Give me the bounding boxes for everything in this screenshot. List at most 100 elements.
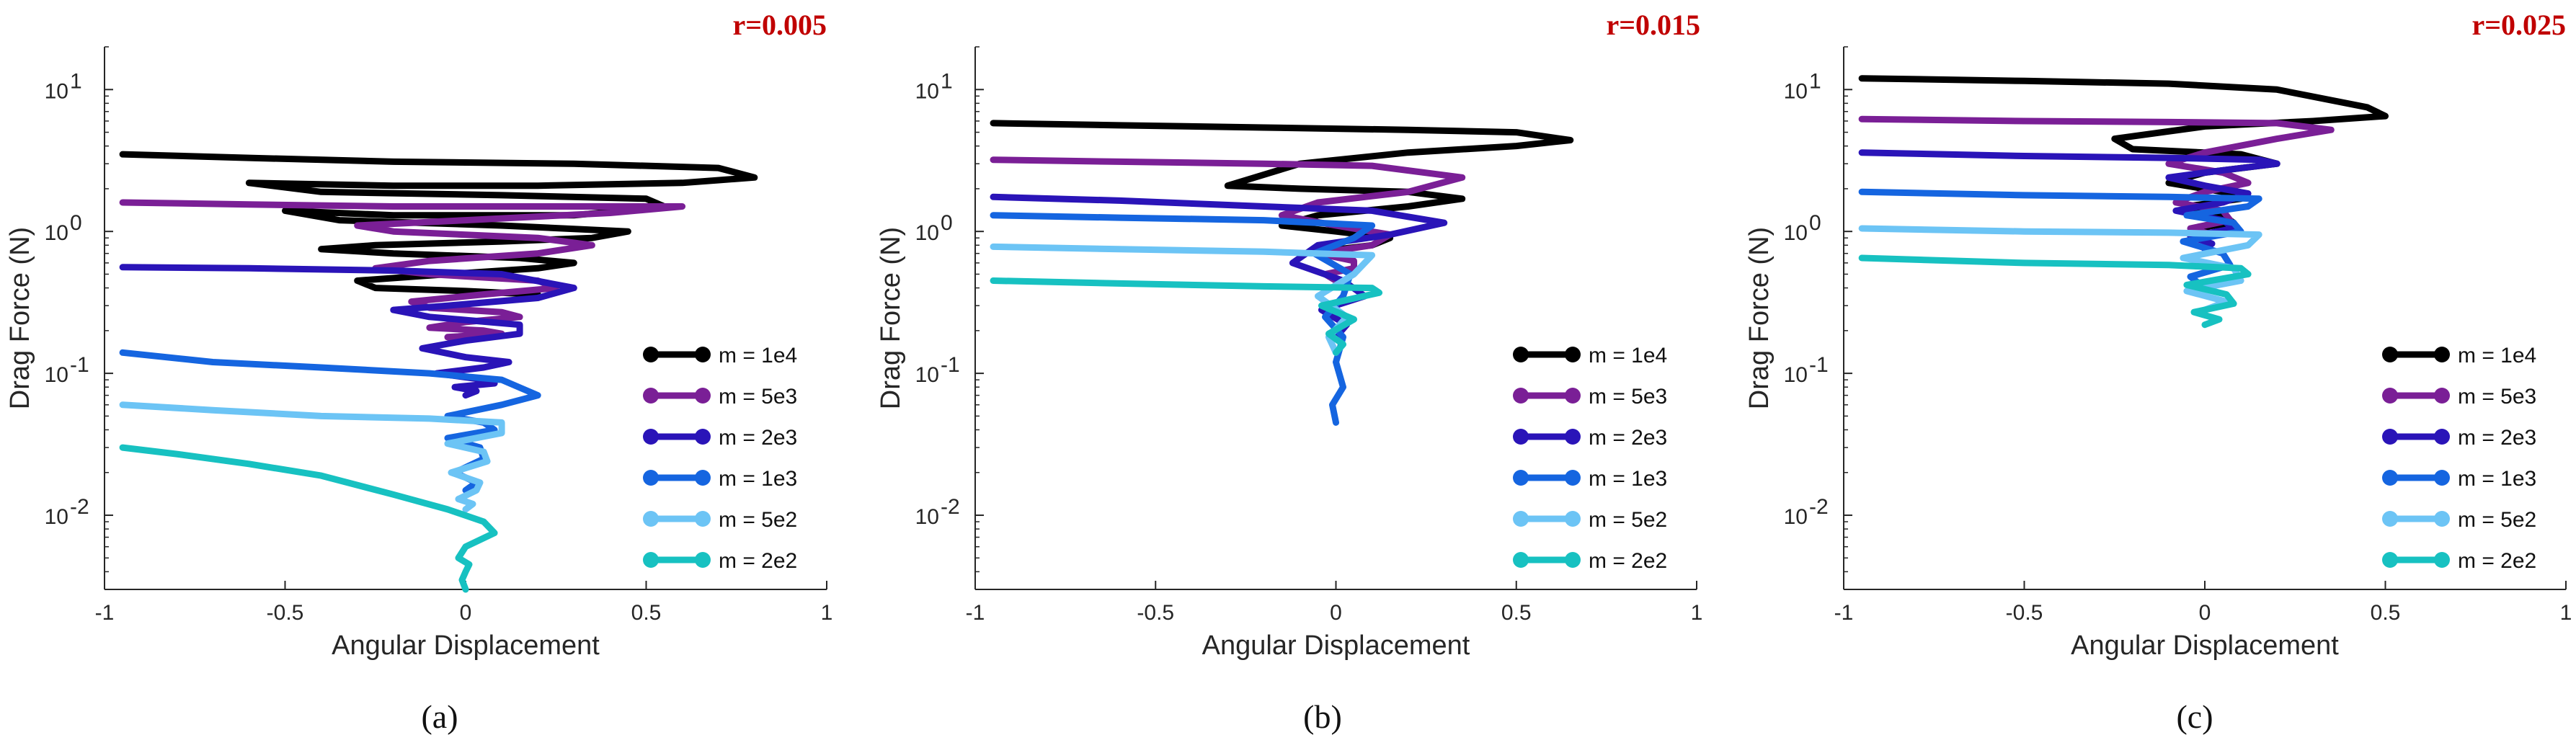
y-tick-label: 10 [1784,79,1808,103]
legend-marker [643,429,659,445]
y-axis-label: Drag Force (N) [5,227,35,409]
legend-marker [2382,511,2398,527]
legend-label: m = 2e3 [719,426,797,450]
legend-marker [1513,511,1529,527]
legend-marker [1513,429,1529,445]
legend-label: m = 1e4 [719,344,797,367]
legend-label: m = 2e2 [2458,549,2536,573]
panel-caption: (a) [421,698,458,735]
legend-label: m = 1e4 [1589,344,1667,367]
x-tick-label: -0.5 [2006,601,2043,625]
legend-marker [2434,552,2450,568]
legend-marker [1513,470,1529,486]
series-line-m-5e2 [990,243,1376,356]
y-tick-exponent: -1 [1809,353,1829,377]
panel-caption: (c) [2176,698,2213,735]
y-tick-label: 10 [45,363,68,387]
legend-marker [2434,511,2450,527]
legend-label: m = 5e3 [2458,385,2536,409]
y-tick-label: 10 [1784,221,1808,245]
legend-marker [2382,388,2398,404]
legend-marker [643,388,659,404]
x-tick-label: 0.5 [631,601,662,625]
legend-label: m = 5e2 [1589,508,1667,532]
x-tick-label: 0 [1330,601,1342,625]
series-line-m-2e3 [990,193,1448,341]
legend-marker [1565,388,1581,404]
legend-marker [1565,347,1581,362]
legend-marker [2382,429,2398,445]
y-tick-exponent: 0 [941,211,953,235]
legend-label: m = 2e2 [1589,549,1667,573]
x-axis-label: Angular Displacement [332,631,600,661]
legend-label: m = 2e3 [2458,426,2536,450]
y-tick-exponent: -1 [941,353,960,377]
y-tick-exponent: 1 [941,69,953,93]
y-tick-exponent: 1 [70,69,82,93]
series-line-m-2e2 [1858,254,2252,329]
legend-marker [1513,388,1529,404]
legend-marker [1565,470,1581,486]
legend-marker [2382,347,2398,362]
legend-marker [695,470,711,486]
legend-marker [1513,552,1529,568]
x-tick-label: 0.5 [1501,601,1532,625]
x-tick-label: -0.5 [1137,601,1174,625]
y-tick-label: 10 [915,363,939,387]
legend-marker [695,429,711,445]
y-tick-exponent: -2 [1809,495,1829,519]
y-tick-label: 10 [1784,363,1808,387]
x-tick-label: 0 [460,601,472,625]
r-value-label: r=0.025 [2471,9,2566,41]
r-value-label: r=0.005 [732,9,827,41]
series-line-m-2e2 [990,277,1383,356]
y-tick-exponent: -2 [941,495,960,519]
series-line-m-1e4 [119,151,758,298]
r-value-label: r=0.015 [1606,9,1700,41]
legend-label: m = 5e3 [1589,385,1667,409]
legend-marker [2382,552,2398,568]
legend-marker [1565,429,1581,445]
legend-marker [695,552,711,568]
x-tick-label: 0 [2199,601,2211,625]
legend-marker [2434,388,2450,404]
legend-label: m = 5e2 [719,508,797,532]
legend-label: m = 5e2 [2458,508,2536,532]
legend-marker [643,347,659,362]
x-tick-label: 0.5 [2371,601,2401,625]
legend-marker [643,470,659,486]
y-tick-label: 10 [915,505,939,529]
legend-marker [643,552,659,568]
y-tick-exponent: 0 [70,211,82,235]
legend-marker [695,388,711,404]
series-line-m-2e2 [119,444,498,593]
legend-marker [695,511,711,527]
legend-marker [1565,552,1581,568]
x-axis-label: Angular Displacement [2071,631,2339,661]
x-tick-label: -1 [1834,601,1854,625]
legend-label: m = 2e3 [1589,426,1667,450]
legend-marker [2434,347,2450,362]
legend-label: m = 2e2 [719,549,797,573]
series-line-m-5e2 [119,401,505,513]
series-line-m-1e4 [990,120,1574,261]
x-tick-label: -1 [95,601,115,625]
x-tick-label: 1 [1691,601,1703,625]
y-axis-label: Drag Force (N) [876,227,906,409]
y-tick-label: 10 [915,221,939,245]
panel-caption: (b) [1303,698,1342,735]
legend-marker [1513,347,1529,362]
y-tick-label: 10 [45,221,68,245]
series-line-m-5e2 [1858,225,2262,313]
legend-marker [643,511,659,527]
x-tick-label: 1 [2560,601,2572,625]
legend-label: m = 1e4 [2458,344,2536,367]
y-tick-exponent: -2 [70,495,89,519]
legend-label: m = 1e3 [2458,467,2536,491]
legend-marker [2434,429,2450,445]
legend-label: m = 5e3 [719,385,797,409]
